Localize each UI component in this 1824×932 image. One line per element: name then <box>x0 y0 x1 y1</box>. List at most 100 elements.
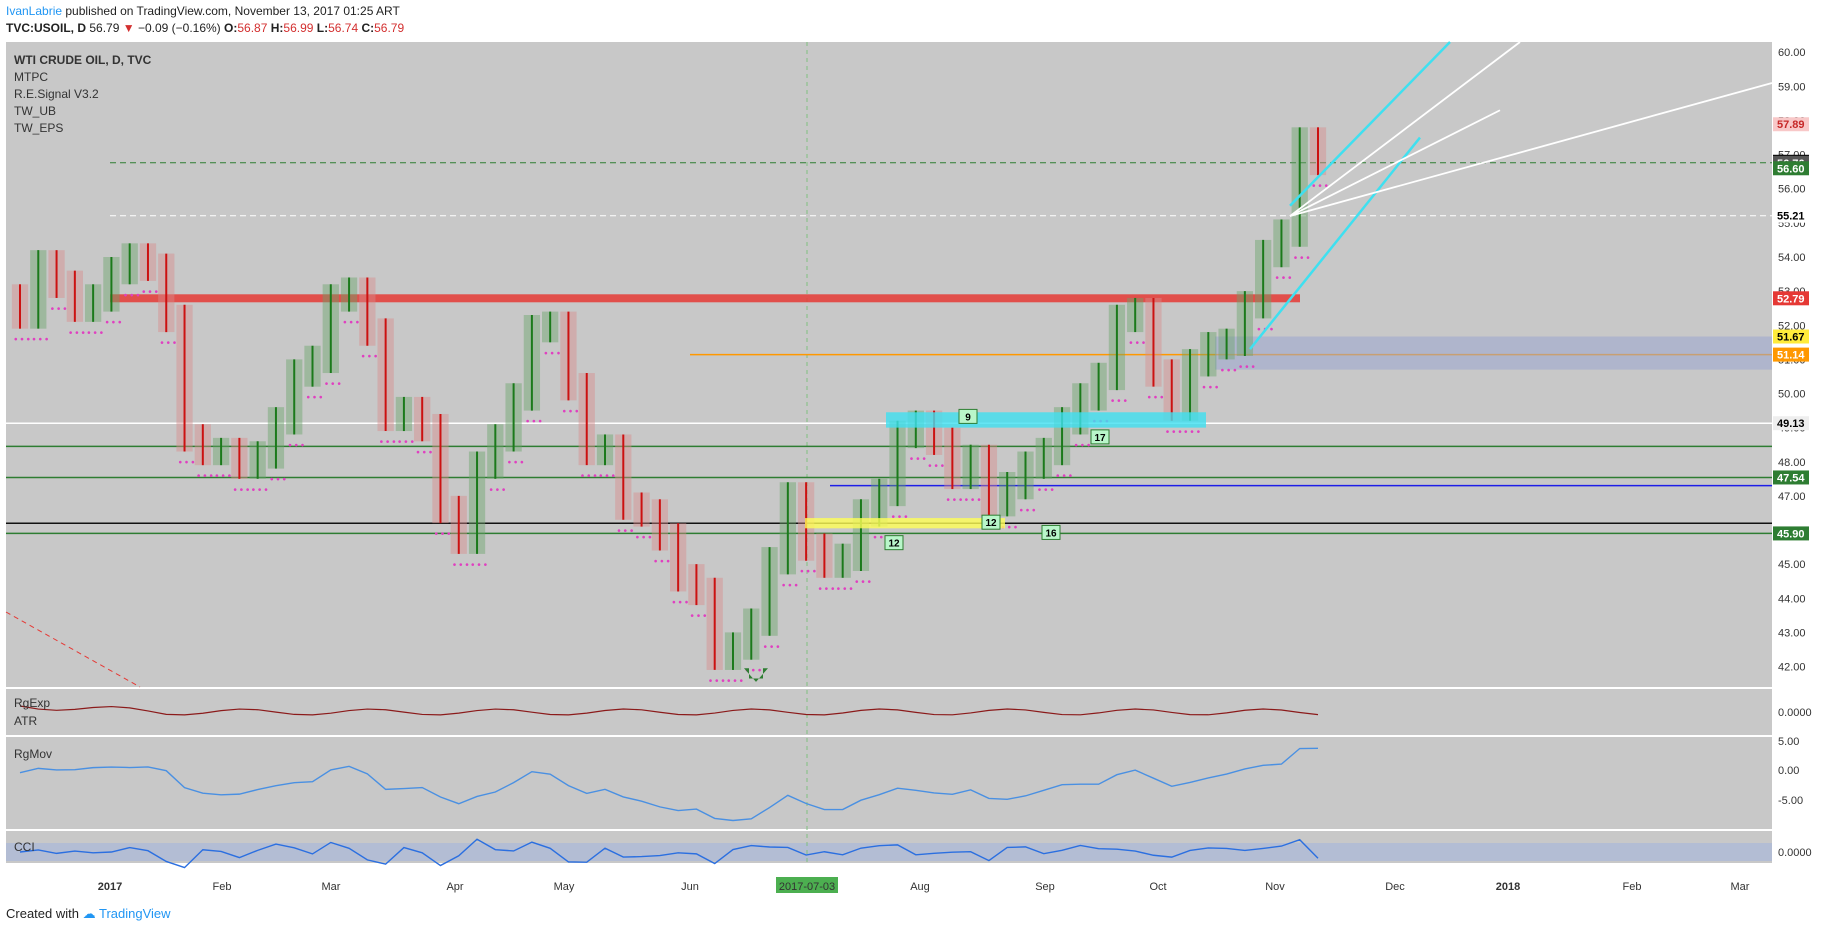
low-value: 56.74 <box>328 21 359 35</box>
chart-title: WTI CRUDE OIL, D, TVC <box>14 53 152 67</box>
eps-dots: • • • <box>1275 273 1292 284</box>
white-ray <box>1289 109 1501 217</box>
eps-dots: • • • <box>1111 396 1128 407</box>
x-tick-label: Jun <box>681 881 699 893</box>
eps-dots: • • • <box>727 676 744 687</box>
eps-dots: • • • <box>1221 365 1238 376</box>
rgmov-tick-neg5: -5.00 <box>1778 795 1803 807</box>
ohlc-bar: TVC:USOIL, D 56.79 ▼ −0.09 (−0.16%) O:56… <box>6 21 405 35</box>
x-tick-label: 2018 <box>1496 881 1520 893</box>
study-twub: TW_UB <box>14 104 56 118</box>
eps-dots: • • • <box>380 437 397 448</box>
price-badge-label: 57.89 <box>1777 119 1805 131</box>
eps-dots: • • • <box>69 328 86 339</box>
signal-box <box>958 408 978 424</box>
y-tick-label: 42.00 <box>1778 662 1806 674</box>
y-tick-label: 44.00 <box>1778 593 1806 605</box>
price-badge-label: 49.13 <box>1777 418 1805 430</box>
white-ray <box>1289 41 1521 217</box>
x-tick-label: Oct <box>1149 881 1166 893</box>
eps-dots: • • • <box>14 335 31 346</box>
eps-dots: • • • <box>745 666 762 677</box>
price-badge-label: 56.60 <box>1777 163 1805 175</box>
x-tick-label: Mar <box>322 881 341 893</box>
eps-dots: • • • <box>1294 253 1311 264</box>
tradingview-cloud-icon: ☁ <box>82 906 96 921</box>
x-tick-label: Dec <box>1385 881 1405 893</box>
change: −0.09 (−0.16%) <box>137 21 221 35</box>
signal-box <box>884 535 904 551</box>
eps-dots: • • • <box>87 328 104 339</box>
open-value: 56.87 <box>237 21 268 35</box>
rgexp-tick: 0.0000 <box>1778 707 1812 719</box>
rgexp-label: RgExp <box>14 696 50 710</box>
cyan-ray <box>1249 136 1421 350</box>
eps-dots: • • • <box>544 348 561 359</box>
x-tick-label: Aug <box>910 881 930 893</box>
symbol: TVC:USOIL, D <box>6 21 86 35</box>
eps-dots: • • • <box>654 556 671 567</box>
eps-dots: • • • <box>489 485 506 496</box>
rgmov-label: RgMov <box>14 747 52 761</box>
signal-label: 12 <box>888 539 900 550</box>
tradingview-link[interactable]: TradingView <box>99 906 171 921</box>
y-tick-label: 60.00 <box>1778 47 1806 59</box>
price-badge-label: 51.14 <box>1777 350 1805 362</box>
eps-dots: • • • <box>965 495 982 506</box>
eps-dots: • • • <box>416 447 433 458</box>
y-tick-label: 45.00 <box>1778 559 1806 571</box>
x-tick-label: 2017-07-03 <box>779 881 835 893</box>
signal-label: 16 <box>1045 528 1057 539</box>
eps-dots: • • • <box>581 471 598 482</box>
x-tick-label: Apr <box>446 881 463 893</box>
price-badge <box>1773 347 1809 362</box>
signal-box <box>1090 429 1110 445</box>
eps-dots: • • • <box>325 379 342 390</box>
price-badge <box>1773 117 1809 132</box>
y-tick-label: 48.00 <box>1778 457 1806 469</box>
y-tick-label: 56.00 <box>1778 184 1806 196</box>
rgexp-panel <box>6 689 1772 735</box>
eps-dots: • • • <box>32 335 49 346</box>
eps-dots: • • • <box>1019 505 1036 516</box>
price-axis <box>1772 42 1824 863</box>
eps-dots: • • • <box>1056 471 1073 482</box>
y-tick-label: 43.00 <box>1778 627 1806 639</box>
signal-box <box>1041 524 1061 540</box>
price-badge <box>1773 161 1809 176</box>
price-badge-label: 52.79 <box>1777 293 1805 305</box>
eps-dots: • • • <box>453 560 470 571</box>
price-badge <box>1773 291 1809 306</box>
down-arrow-icon: ▼ <box>122 21 135 35</box>
x-tick-label: Feb <box>1623 881 1642 893</box>
eps-dots: • • • <box>197 471 214 482</box>
x-tick-label: May <box>554 881 575 893</box>
price-badge <box>1773 470 1809 485</box>
atr-line <box>19 705 1319 716</box>
signal-label: 12 <box>985 518 997 529</box>
eps-dots: • • • <box>179 458 196 469</box>
publisher-link[interactable]: IvanLabrie <box>6 4 63 18</box>
eps-dots: • • • <box>1001 522 1018 533</box>
eps-dots: • • • <box>307 393 324 404</box>
eps-dots: • • • <box>636 533 653 544</box>
price-badge-label: 47.54 <box>1777 472 1805 484</box>
x-tick-label: Sep <box>1035 881 1055 893</box>
eps-dots: • • • <box>160 338 177 349</box>
rgmov-tick-5: 5.00 <box>1778 736 1799 748</box>
eps-dots: • • • <box>672 597 689 608</box>
eps-dots: • • • <box>361 352 378 363</box>
eps-dots: • • • <box>288 440 305 451</box>
eps-dots: • • • <box>1312 181 1329 192</box>
eps-dots: • • • <box>105 318 122 329</box>
eps-dots: • • • <box>398 437 415 448</box>
x-tick-label: Feb <box>213 881 232 893</box>
eps-dots: • • • <box>782 580 799 591</box>
eps-dots: • • • <box>1239 362 1256 373</box>
white-ray <box>1289 82 1773 217</box>
eps-dots: • • • <box>946 495 963 506</box>
x-highlight-box <box>776 877 838 893</box>
eps-dots: • • • <box>800 567 817 578</box>
eps-dots: • • • <box>1202 382 1219 393</box>
